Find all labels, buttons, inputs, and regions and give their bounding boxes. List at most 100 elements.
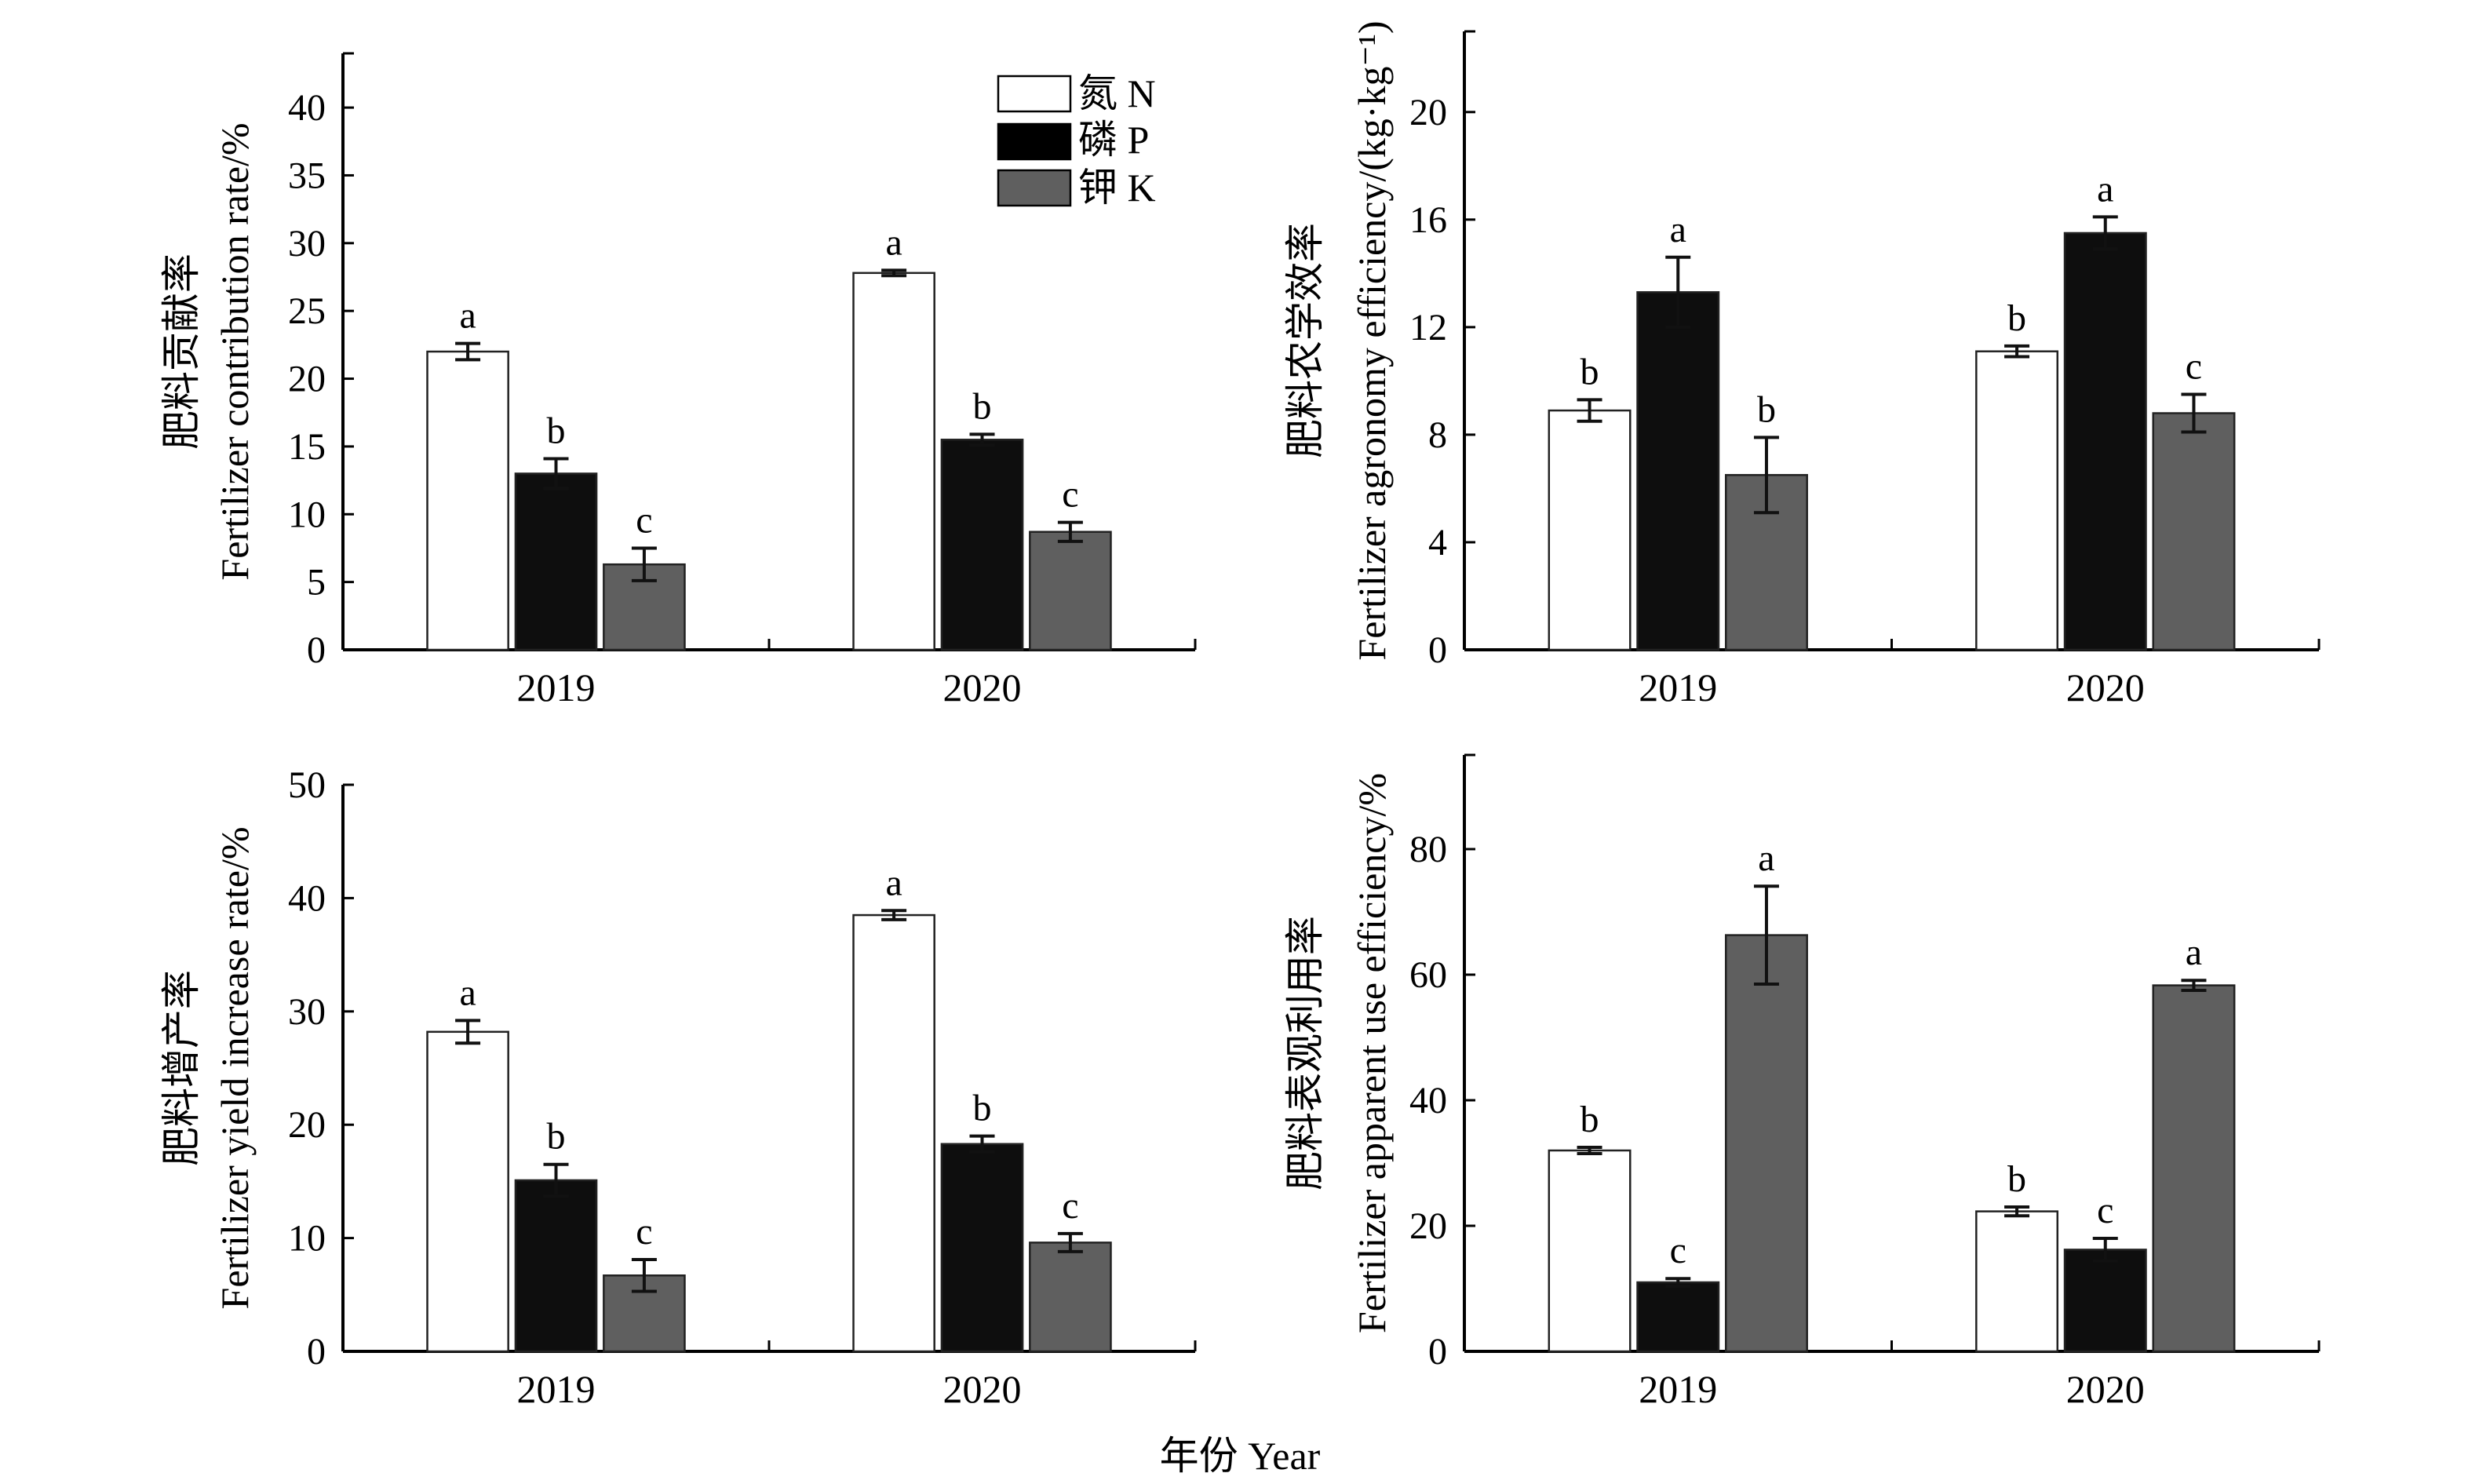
- error-bar-p-2020: [969, 432, 995, 447]
- sig-label-k-2019: c: [636, 499, 652, 541]
- x-tick-label: 2019: [517, 665, 596, 709]
- sig-label-p-2020: a: [2097, 168, 2113, 210]
- y-tick-label: 35: [288, 155, 326, 196]
- error-bar-n-2019: [455, 341, 481, 362]
- y-axis-title-en: Fertilizer agronomy efficiency/(kg·kg⁻¹): [1350, 20, 1394, 660]
- y-tick-label: 20: [1409, 92, 1447, 133]
- legend-item-n: 氮 N: [997, 71, 1156, 115]
- bar-k-2020: [1029, 531, 1112, 651]
- sig-label-p-2019: a: [1670, 209, 1686, 250]
- y-tick-label: 30: [288, 991, 326, 1033]
- panel-contribution: 0 5 10 15 20 25 30 35 40 2019 2020 肥料贡献率 Fertilizer …: [159, 52, 1197, 709]
- y-tick-label: 20: [288, 1104, 326, 1146]
- error-bar-p-2020: [2092, 215, 2118, 251]
- bar-k-2020: [1029, 1242, 1112, 1353]
- y-axis-title-cn: 肥料表观利用率: [1283, 916, 1327, 1190]
- y-tick-label: 80: [1409, 829, 1447, 870]
- y-tick-label: 4: [1428, 522, 1447, 563]
- bar-p-2019: [514, 1179, 598, 1353]
- bar-n-2020: [852, 272, 935, 651]
- y-tick-label: 5: [307, 562, 326, 603]
- y-tick-label: 0: [307, 629, 326, 671]
- panel-yield_increase: 0 10 20 30 40 50 2019 2020 肥料增产率 Fertilizer yield…: [159, 764, 1197, 1411]
- sig-label-k-2020: c: [1062, 474, 1078, 516]
- bar-p-2020: [940, 1143, 1024, 1353]
- legend-item-k: 钾 K: [997, 166, 1156, 210]
- error-bar-p-2019: [543, 457, 569, 490]
- bar-n-2020: [1975, 1210, 2059, 1353]
- y-tick-label: 0: [307, 1331, 326, 1373]
- y-tick-label: 20: [1409, 1205, 1447, 1247]
- error-bar-k-2019: [1753, 884, 1779, 986]
- bar-k-2019: [1724, 934, 1808, 1353]
- y-tick-label: 25: [288, 290, 326, 332]
- y-tick-label: 16: [1409, 199, 1447, 241]
- error-bar-k-2020: [1057, 520, 1083, 543]
- legend-label-p: 磷 P: [1078, 118, 1149, 162]
- bar-n-2019: [426, 350, 509, 651]
- sig-label-k-2019: c: [636, 1211, 652, 1252]
- legend-swatch-k: [997, 169, 1072, 207]
- y-axis-title-en: Fertilizer apparent use efficiency/%: [1350, 773, 1394, 1333]
- error-bar-k-2020: [2181, 392, 2207, 434]
- sig-label-n-2020: a: [885, 221, 902, 263]
- error-bar-n-2020: [881, 909, 907, 921]
- error-bar-n-2020: [881, 268, 907, 278]
- error-bar-n-2020: [2004, 344, 2030, 359]
- error-bar-n-2019: [1577, 398, 1602, 423]
- error-bar-n-2019: [1577, 1146, 1602, 1155]
- y-axis-title-cn: 肥料农学效率: [1283, 223, 1327, 458]
- legend: 氮 N 磷 P 钾 K: [997, 71, 1156, 210]
- x-tick-label: 2019: [517, 1367, 596, 1411]
- bar-p-2020: [2063, 232, 2147, 651]
- sig-label-k-2019: b: [1757, 388, 1776, 430]
- y-axis-title-en: Fertilizer yield increase rate/%: [213, 827, 257, 1310]
- bar-n-2020: [852, 913, 935, 1353]
- y-tick-label: 30: [288, 223, 326, 264]
- legend-item-p: 磷 P: [997, 118, 1149, 162]
- y-tick-label: 0: [1428, 1331, 1447, 1373]
- sig-label-k-2019: a: [1758, 837, 1774, 879]
- sig-label-n-2019: a: [459, 972, 476, 1013]
- bar-k-2019: [603, 1274, 686, 1353]
- error-bar-p-2019: [1665, 1277, 1691, 1288]
- error-bar-n-2020: [2004, 1205, 2030, 1218]
- bar-k-2020: [2152, 984, 2236, 1353]
- legend-label-n: 氮 N: [1078, 71, 1156, 115]
- bar-k-2020: [2152, 412, 2236, 651]
- error-bar-k-2020: [1057, 1231, 1083, 1253]
- bar-p-2019: [1636, 291, 1720, 651]
- sig-label-n-2019: b: [1581, 1099, 1599, 1140]
- x-tick-label: 2019: [1639, 1367, 1717, 1411]
- error-bar-p-2019: [543, 1162, 569, 1198]
- sig-label-k-2020: c: [1062, 1185, 1078, 1227]
- error-bar-p-2020: [969, 1134, 995, 1154]
- x-tick-label: 2020: [943, 665, 1022, 709]
- x-tick-label: 2020: [2066, 665, 2145, 709]
- y-axis-title-cn: 肥料贡献率: [159, 253, 203, 450]
- legend-swatch-p: [997, 122, 1072, 161]
- bar-p-2019: [1636, 1281, 1720, 1353]
- sig-label-p-2019: b: [547, 1116, 566, 1158]
- sig-label-k-2020: c: [2186, 346, 2202, 388]
- panel-agronomy: 0 4 8 12 16 20 2019 2020 肥料农学效率 Fertilizer agrono…: [1283, 20, 2321, 709]
- y-tick-label: 40: [1409, 1080, 1447, 1121]
- y-tick-label: 8: [1428, 414, 1447, 456]
- y-axis-title-cn: 肥料增产率: [159, 970, 203, 1166]
- sig-label-p-2020: b: [973, 1088, 992, 1129]
- sig-label-k-2020: a: [2186, 932, 2202, 973]
- y-tick-label: 40: [288, 877, 326, 919]
- y-tick-label: 60: [1409, 954, 1447, 996]
- y-tick-label: 12: [1409, 307, 1447, 348]
- legend-label-k: 钾 K: [1078, 166, 1156, 210]
- bar-n-2020: [1975, 350, 2059, 651]
- sig-label-n-2020: a: [885, 862, 902, 903]
- bar-n-2019: [1548, 1149, 1632, 1353]
- x-tick-label: 2019: [1639, 665, 1717, 709]
- bar-p-2020: [940, 439, 1024, 651]
- y-axis-title-en: Fertilizer contribution rate/%: [213, 122, 257, 580]
- x-axis-title: 年份 Year: [1160, 1434, 1321, 1478]
- error-bar-p-2019: [1665, 255, 1691, 329]
- y-tick-label: 10: [288, 494, 326, 535]
